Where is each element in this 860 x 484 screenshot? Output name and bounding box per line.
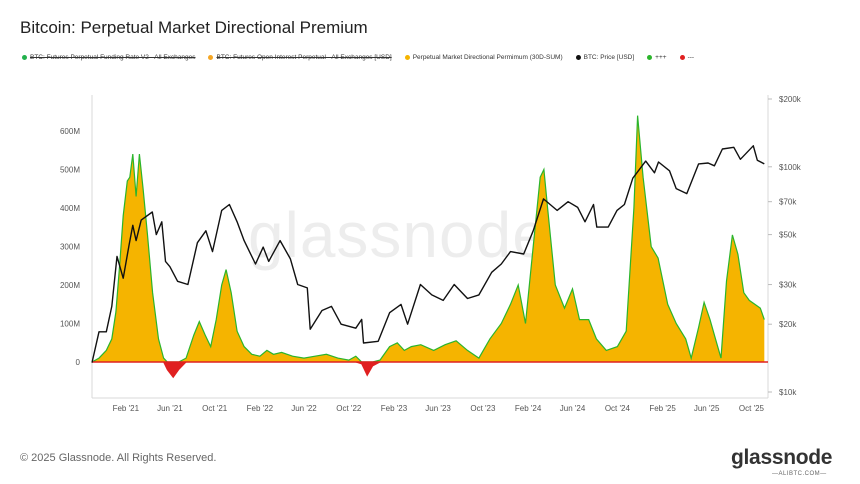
legend-dot: [647, 55, 653, 60]
legend-item-btc-price[interactable]: BTC: Price [USD]: [575, 54, 635, 61]
legend-label: Perpetual Market Directional Permimum (3…: [412, 54, 563, 61]
premium-negative-area: [92, 361, 765, 379]
legend: BTC: Futures Perpetual Funding Rate V2 -…: [22, 54, 707, 61]
x-tick-label: Feb '21: [113, 404, 140, 413]
left-tick-label: 300M: [60, 243, 80, 252]
x-tick-label: Jun '22: [291, 404, 317, 413]
x-axis: Feb '21 Jun '21 Oct '21 Feb '22 Jun '22 Oct '…: [113, 404, 765, 413]
series-layer: [91, 115, 768, 379]
right-tick-label: $200k: [779, 95, 802, 104]
legend-label: BTC: Futures Open Interest Perpetual - A…: [216, 54, 392, 61]
chart-title: Bitcoin: Perpetual Market Directional Pr…: [20, 18, 368, 37]
legend-item-open-interest[interactable]: BTC: Futures Open Interest Perpetual - A…: [208, 54, 392, 61]
left-tick-label: 400M: [60, 204, 80, 213]
legend-dot: [575, 55, 581, 60]
brand-logo: glassnode: [731, 446, 833, 469]
right-tick-label: $10k: [779, 388, 797, 397]
x-tick-label: Oct '21: [202, 404, 228, 413]
x-tick-label: Jun '23: [425, 404, 451, 413]
x-tick-label: Oct '23: [470, 404, 496, 413]
x-tick-label: Jun '24: [560, 404, 586, 413]
x-tick-label: Feb '23: [381, 404, 408, 413]
brand-subtext: —ALIBTC.COM—: [772, 471, 827, 477]
legend-dot: [404, 55, 410, 60]
x-tick-label: Oct '24: [605, 404, 631, 413]
legend-label: BTC: Futures Perpetual Funding Rate V2 -…: [30, 54, 196, 61]
premium-positive-area: [92, 115, 765, 362]
copyright-text: © 2025 Glassnode. All Rights Reserved.: [20, 452, 217, 464]
btc-price-line: [91, 145, 765, 363]
x-tick-label: Jun '21: [157, 404, 183, 413]
x-tick-label: Jun '25: [694, 404, 720, 413]
left-axis: 0 100M 200M 300M 400M 500M 600M: [60, 95, 769, 399]
right-tick-label: $50k: [779, 231, 797, 240]
left-tick-label: 500M: [60, 166, 80, 175]
legend-dot: [208, 55, 214, 60]
right-tick-label: $30k: [779, 281, 797, 290]
legend-item-funding-rate[interactable]: BTC: Futures Perpetual Funding Rate V2 -…: [22, 54, 195, 61]
legend-label: BTC: Price [USD]: [583, 54, 635, 61]
x-tick-label: Feb '22: [247, 404, 274, 413]
right-tick-label: $100k: [779, 163, 802, 172]
left-tick-label: 200M: [60, 281, 80, 290]
left-tick-label: 600M: [60, 127, 80, 136]
legend-dot: [22, 55, 27, 60]
premium-positive-line: [91, 115, 765, 363]
left-tick-label: 100M: [60, 320, 80, 329]
legend-item-directional-premium[interactable]: Perpetual Market Directional Permimum (3…: [404, 54, 563, 61]
x-tick-label: Oct '25: [739, 404, 765, 413]
legend-dot: [679, 55, 685, 60]
right-tick-label: $20k: [779, 320, 797, 329]
right-axis: $10k $20k $30k $50k $70k $100k $200k: [768, 95, 802, 397]
right-tick-label: $70k: [779, 198, 797, 207]
left-tick-label: 0: [76, 358, 81, 367]
x-tick-label: Feb '25: [649, 404, 676, 413]
legend-item-negative[interactable]: ---: [679, 54, 695, 61]
legend-item-positive[interactable]: +++: [647, 54, 667, 61]
x-tick-label: Oct '22: [336, 404, 362, 413]
x-tick-label: Feb '24: [515, 404, 542, 413]
legend-label: ---: [687, 54, 695, 61]
legend-label: +++: [655, 54, 667, 61]
